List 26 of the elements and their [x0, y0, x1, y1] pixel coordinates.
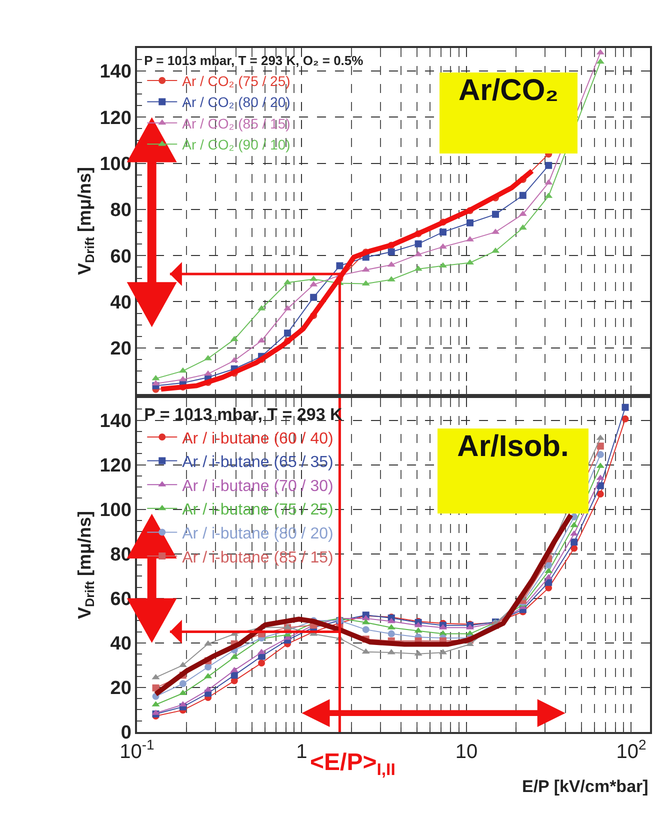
x-tick-label: 10 [455, 740, 478, 763]
y-tick-label: 120 [100, 455, 132, 476]
y-tick-label: 80 [110, 200, 132, 222]
y-tick-label: 40 [110, 634, 132, 655]
legend-label: Ar / i-butane (85 / 15) [182, 549, 334, 566]
y-tick-label: 120 [100, 108, 132, 129]
annotation: Ar/CO₂ [458, 74, 559, 107]
y-tick-label: 20 [110, 338, 132, 360]
y-tick-label: 100 [100, 500, 132, 521]
legend-label: Ar / CO₂ (80 / 20) [182, 94, 290, 110]
y-tick-label: 40 [110, 292, 132, 314]
y-tick-label: 60 [110, 246, 132, 268]
y-tick-label: 140 [100, 410, 132, 432]
y-tick-label: 140 [100, 62, 132, 83]
legend-label: Ar / CO₂ (75 / 25) [182, 72, 290, 89]
y-tick-label: 100 [100, 154, 132, 175]
legend-label: Ar / i-butane (70 / 30) [182, 478, 334, 495]
legend-title: P = 1013 mbar, T = 293 K, O₂ = 0.5% [144, 52, 364, 68]
annotation: Ar/Isob. [457, 430, 569, 463]
y-tick-label: 20 [110, 678, 132, 700]
legend-label: Ar / i-butane (80 / 20) [182, 525, 334, 542]
x-tick-label: 1 [296, 740, 308, 763]
legend-label: Ar / CO₂ (90 / 10) [182, 136, 290, 153]
x-axis-title: E/P [kV/cm*bar] [522, 777, 648, 796]
ref-line-label: <E/P>$_{I,II}$ [310, 749, 396, 780]
x-tick-label: 10$^{2}$ [616, 736, 646, 763]
